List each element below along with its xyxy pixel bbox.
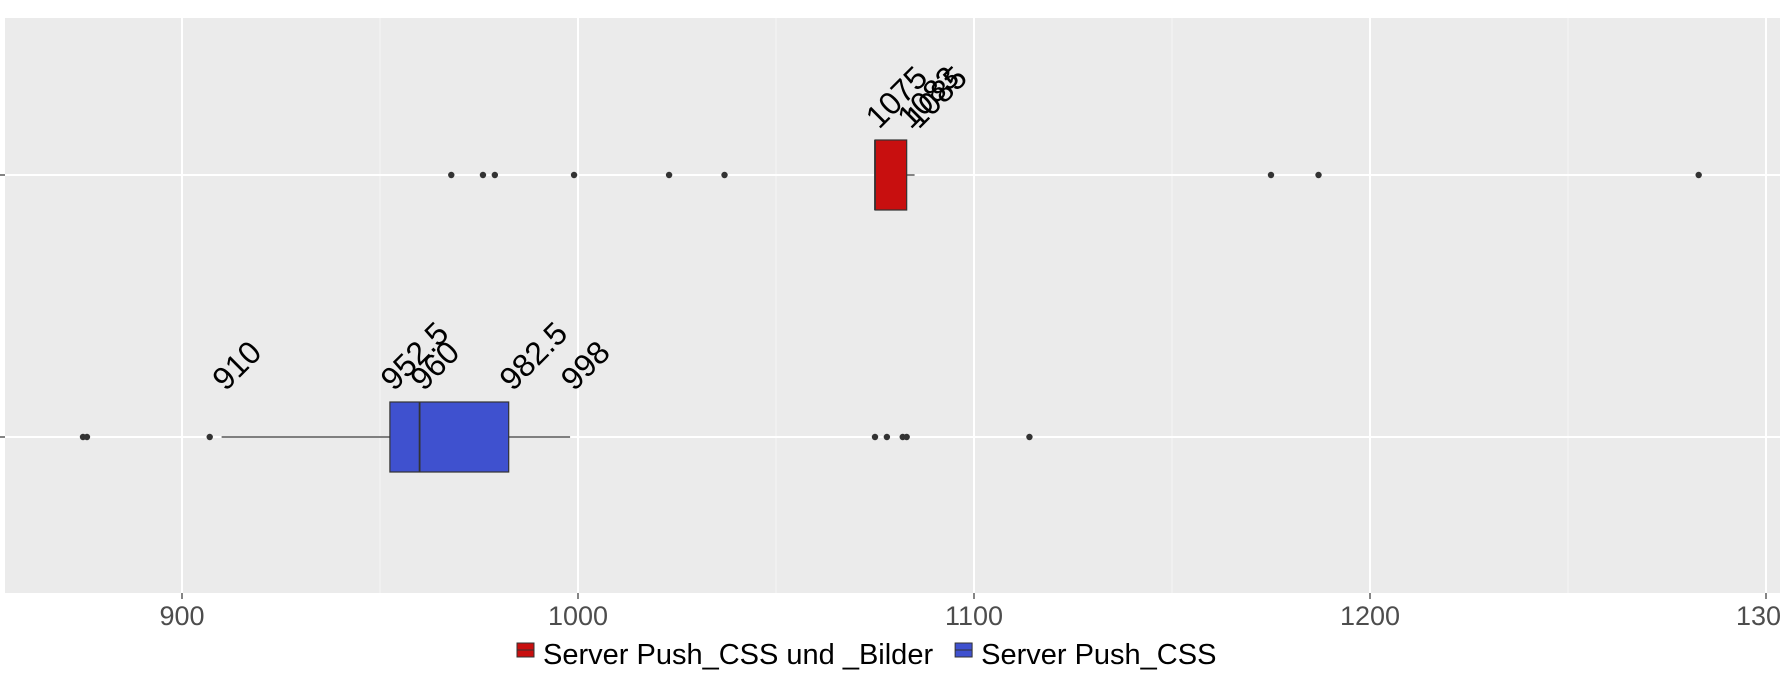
boxplot-series [448, 139, 1702, 211]
outlier-point [479, 171, 487, 179]
x-axis: 900 1000 1100 1200 1300 [0, 174, 1780, 631]
outlier-point [665, 171, 673, 179]
legend-label: Server Push_CSS [981, 639, 1216, 671]
outlier-point [1695, 171, 1702, 179]
x-tick-label: 1000 [548, 601, 608, 631]
chart-marks [79, 139, 1702, 473]
outlier-point [1026, 433, 1033, 441]
outlier-point [570, 171, 578, 179]
legend-item: Server Push_CSS und _Bilder [516, 639, 933, 671]
x-tick-label: 1300 [1736, 601, 1780, 631]
outlier-point [491, 171, 499, 179]
legend-label: Server Push_CSS und _Bilder [543, 639, 933, 671]
outlier-point [883, 433, 891, 441]
iqr-box [389, 401, 510, 473]
outlier-point [1267, 171, 1275, 179]
outlier-point [721, 171, 728, 179]
outlier-point [1315, 171, 1322, 179]
outlier-point [448, 171, 455, 179]
outlier-point [871, 433, 879, 441]
iqr-box [874, 139, 908, 211]
x-tick-label: 1200 [1340, 601, 1400, 631]
legend: Server Push_CSS und _Bilder Server Push_C… [516, 639, 1216, 671]
plot-panel [5, 18, 1780, 593]
x-tick-label: 900 [159, 601, 204, 631]
outlier-point [903, 433, 910, 441]
outlier-point [83, 433, 91, 441]
legend-item: Server Push_CSS [954, 639, 1216, 671]
outlier-point [206, 433, 213, 441]
x-tick-label: 1100 [945, 601, 1003, 631]
boxplot-series [79, 401, 1033, 473]
